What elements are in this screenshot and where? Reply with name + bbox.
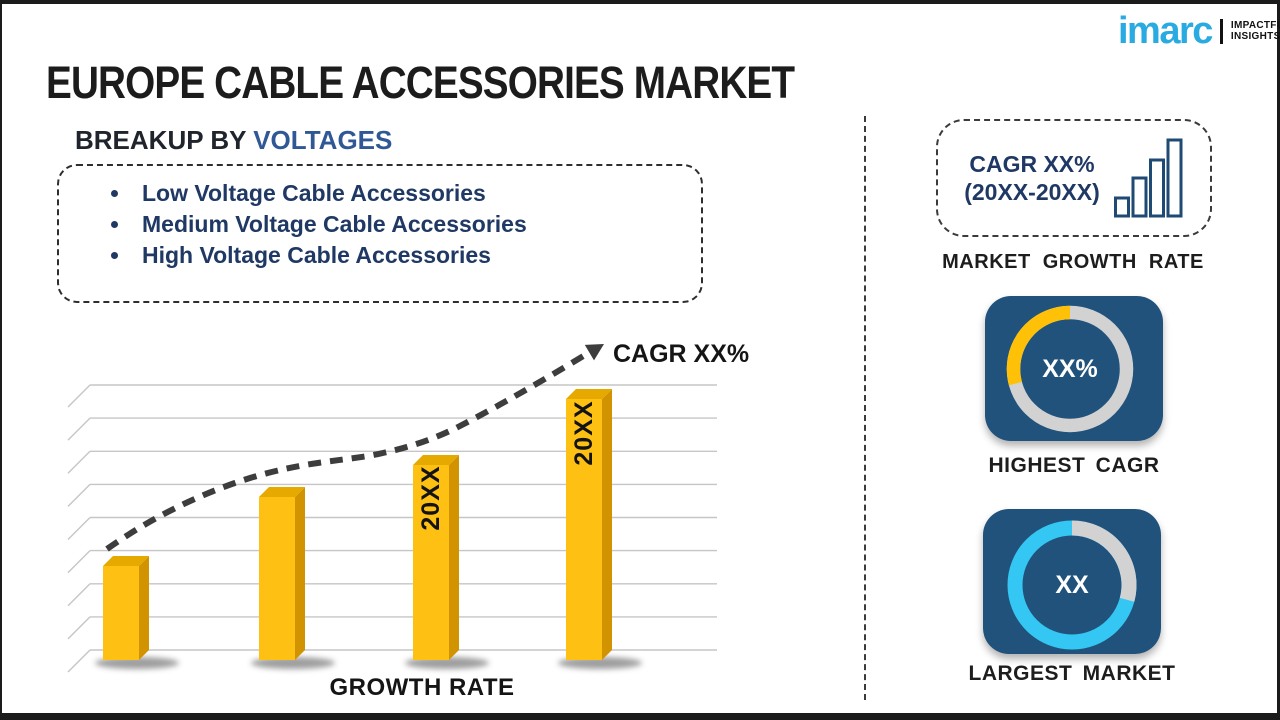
- list-item: High Voltage Cable Accessories: [111, 240, 701, 271]
- breakup-heading: BREAKUP BY VOLTAGES: [75, 125, 392, 156]
- highest-cagr-donut: XX%: [1006, 305, 1134, 433]
- page-title: EUROPE CABLE ACCESSORIES MARKET: [46, 57, 795, 108]
- cagr-badge-line1: CAGR XX%: [969, 151, 1095, 177]
- largest-market-card: XX: [983, 509, 1161, 654]
- donut-center-value: XX%: [1042, 355, 1098, 383]
- list-item: Low Voltage Cable Accessories: [111, 178, 701, 209]
- bar-shadows: [95, 657, 642, 669]
- cagr-badge-text: CAGR XX% (20XX-20XX): [964, 150, 1100, 206]
- bar-year-label: 20XX: [570, 400, 598, 465]
- bar-3d: [259, 487, 305, 660]
- list-item-label: High Voltage Cable Accessories: [142, 242, 491, 268]
- frame-right: [1277, 0, 1280, 720]
- breakup-heading-prefix: BREAKUP BY: [75, 125, 246, 155]
- market-growth-rate-caption: MARKET GROWTH RATE: [942, 251, 1204, 273]
- bar-3d: 20XX: [413, 455, 459, 660]
- trend-cagr-label: CAGR XX%: [613, 340, 750, 368]
- cagr-badge: CAGR XX% (20XX-20XX): [936, 119, 1212, 237]
- cagr-badge-line2: (20XX-20XX): [964, 179, 1100, 205]
- voltages-list-box: Low Voltage Cable Accessories Medium Vol…: [57, 164, 703, 303]
- bar-3d: [103, 556, 149, 660]
- voltages-list: Low Voltage Cable Accessories Medium Vol…: [59, 178, 701, 271]
- largest-market-donut: XX: [1007, 520, 1137, 650]
- frame-bottom: [0, 713, 1280, 720]
- list-item-label: Medium Voltage Cable Accessories: [142, 211, 527, 237]
- frame-left: [0, 0, 2, 720]
- bar-3d: 20XX: [566, 389, 612, 660]
- imarc-logo-wordmark: imarc: [1118, 10, 1213, 52]
- bar-chart-icon: [1113, 138, 1183, 218]
- trend-arrowhead-icon: [584, 344, 604, 361]
- bullet-icon: [111, 221, 118, 228]
- chart-xlabel: GROWTH RATE: [329, 674, 515, 701]
- highest-cagr-card: XX%: [985, 296, 1163, 441]
- logo-tagline-line2: INSIGHTS: [1230, 31, 1280, 42]
- list-item-label: Low Voltage Cable Accessories: [142, 180, 486, 206]
- bullet-icon: [111, 190, 118, 197]
- section-divider: [864, 116, 866, 700]
- bullet-icon: [111, 252, 118, 259]
- frame-top: [0, 0, 1280, 4]
- bar-year-label: 20XX: [417, 465, 445, 530]
- trend-line: [105, 349, 592, 552]
- logo-tagline: IMPACTFUL INSIGHTS: [1231, 20, 1280, 42]
- breakup-heading-highlight: VOLTAGES: [253, 125, 393, 155]
- donut-center-value: XX: [1055, 571, 1089, 599]
- logo-divider-bar: [1219, 18, 1223, 44]
- largest-market-caption: LARGEST MARKET: [968, 662, 1176, 685]
- chart-gridlines: [67, 384, 717, 673]
- logo-tagline-line1: IMPACTFUL: [1230, 20, 1280, 31]
- imarc-logo: imarc IMPACTFUL INSIGHTS: [1118, 12, 1280, 50]
- list-item: Medium Voltage Cable Accessories: [111, 209, 701, 240]
- highest-cagr-caption: HIGHEST CAGR: [988, 454, 1160, 477]
